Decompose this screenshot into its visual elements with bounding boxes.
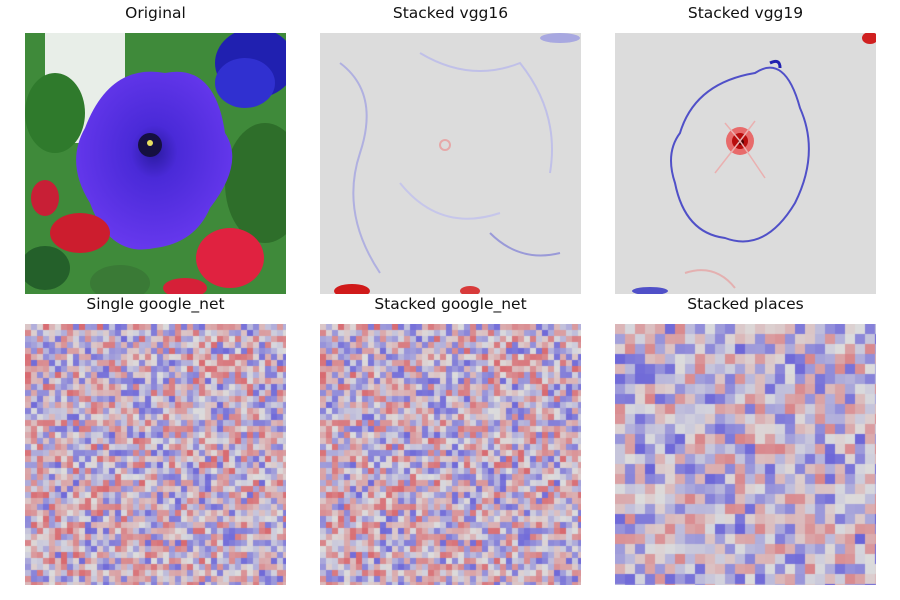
original-photo bbox=[25, 33, 286, 294]
panel-stacked-places: Stacked places bbox=[615, 291, 876, 585]
saliency-map bbox=[615, 324, 876, 585]
panel-stacked-vgg16: Stacked vgg16 bbox=[320, 0, 581, 294]
petunia-photo bbox=[25, 33, 286, 294]
panel-stacked-vgg19: Stacked vgg19 bbox=[615, 0, 876, 294]
panel-title: Single google_net bbox=[86, 295, 225, 313]
saliency-map bbox=[320, 33, 581, 294]
stacked-places-saliency bbox=[615, 324, 876, 585]
saliency-map bbox=[615, 33, 876, 294]
panel-title: Stacked google_net bbox=[374, 295, 527, 313]
saliency-map bbox=[320, 324, 581, 585]
panel-single-google-net: Single google_net bbox=[25, 291, 286, 585]
panel-original: Original bbox=[25, 0, 286, 294]
panel-title: Original bbox=[125, 4, 186, 22]
panel-title: Stacked vgg16 bbox=[392, 4, 509, 22]
panel-stacked-google-net: Stacked google_net bbox=[320, 291, 581, 585]
single-google-net-saliency bbox=[25, 324, 286, 585]
saliency-map bbox=[25, 324, 286, 585]
panel-title: Stacked vgg19 bbox=[687, 4, 804, 22]
vgg16-saliency bbox=[320, 33, 581, 294]
vgg19-saliency bbox=[615, 33, 876, 294]
stacked-google-net-saliency bbox=[320, 324, 581, 585]
panel-title: Stacked places bbox=[687, 295, 804, 313]
